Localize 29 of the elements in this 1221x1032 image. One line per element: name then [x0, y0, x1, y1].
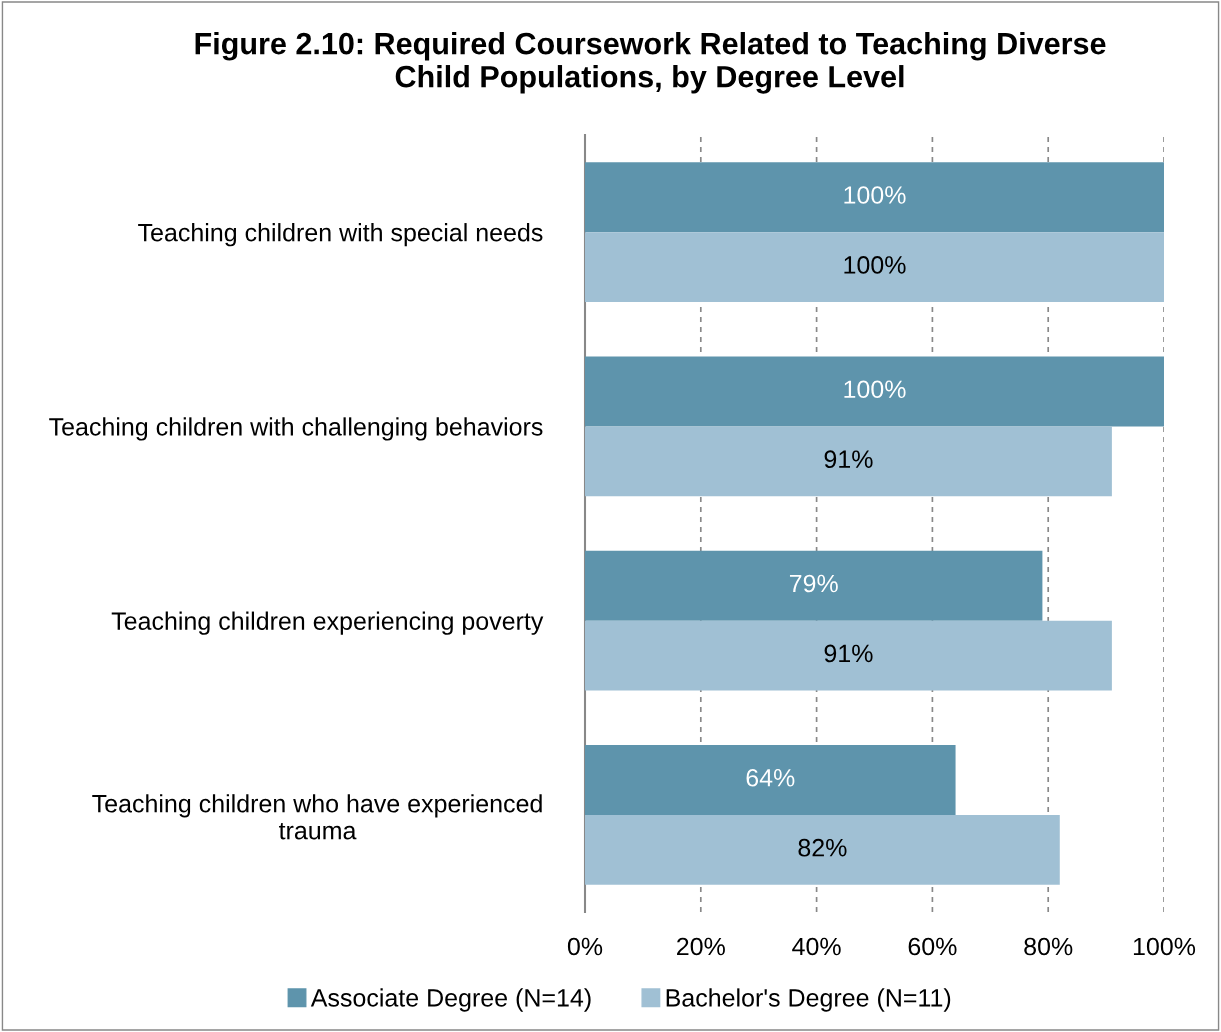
- chart-title: Figure 2.10: Required Coursework Related to Teaching Diverse Child Populations, by Degree Level: [195, 32, 1106, 94]
- x-tick-label: 0%: [567, 937, 603, 956]
- y-tick-label: Teaching children with challenging behaviors: [49, 417, 543, 441]
- bar: [585, 744, 956, 815]
- bar: [585, 426, 1112, 497]
- x-tick-label: 40%: [792, 937, 841, 956]
- data-label: 82%: [798, 838, 847, 857]
- x-tick-label: 80%: [1024, 937, 1073, 956]
- bar: [585, 162, 1164, 233]
- x-tick-label: 100%: [1133, 937, 1196, 956]
- data-label: 100%: [844, 256, 906, 274]
- bar: [585, 620, 1112, 691]
- bar: [585, 814, 1060, 885]
- x-tick-label: 20%: [677, 937, 725, 956]
- y-tick-label: Teaching children with special needs: [138, 223, 543, 247]
- x-tick-label: 60%: [908, 937, 957, 956]
- data-label: 79%: [789, 574, 838, 593]
- bar: [585, 356, 1164, 427]
- data-label: 64%: [746, 768, 795, 787]
- data-label: 100%: [844, 186, 906, 204]
- data-label: 91%: [824, 450, 873, 469]
- legend-label: Associate Degree (N=14): [310, 988, 591, 1012]
- y-tick-label: Teaching children experiencing poverty: [111, 611, 544, 635]
- data-label: 91%: [824, 644, 873, 663]
- y-tick-label: Teaching children who have experienced trauma: [92, 794, 542, 840]
- bar: [585, 550, 1043, 621]
- data-label: 100%: [844, 380, 906, 399]
- legend-label: Bachelor's Degree (N=11): [666, 988, 951, 1012]
- bar: [585, 232, 1164, 303]
